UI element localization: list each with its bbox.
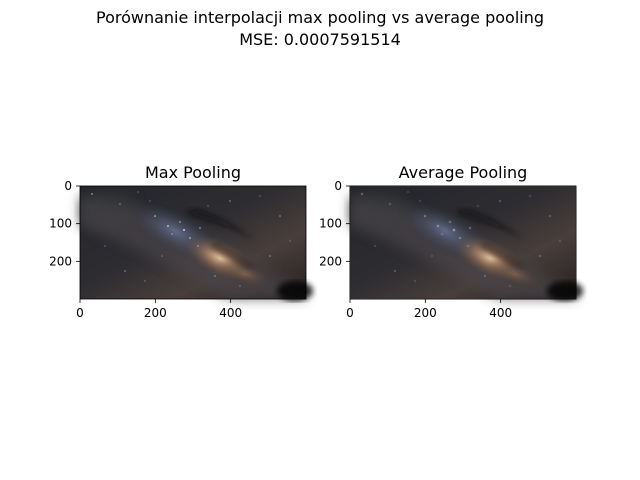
x-tick-label: 200: [414, 306, 437, 320]
axes-frame: [79, 185, 307, 300]
y-tick-label: 200: [49, 254, 72, 268]
y-tick-label: 0: [64, 179, 72, 193]
image-max-pooling: [80, 186, 313, 301]
figure-title: Porównanie interpolacji max pooling vs a…: [95, 8, 545, 27]
image-average-pooling: [350, 186, 583, 301]
y-tick-label: 200: [319, 254, 342, 268]
figure-subtitle-mse: MSE: 0.0007591514: [239, 30, 401, 49]
x-tick-label: 200: [144, 306, 167, 320]
x-tick-label: 0: [76, 306, 84, 320]
y-tick-label: 0: [334, 179, 342, 193]
subplot-average-pooling: Average Pooling 0 200 400 0 100 200: [319, 163, 583, 320]
x-tick-label: 400: [489, 306, 512, 320]
x-tick-label: 400: [219, 306, 242, 320]
axis-ticks: 0 200 400 0 100 200: [49, 179, 242, 320]
axes-frame: [349, 185, 577, 300]
y-tick-label: 100: [319, 217, 342, 231]
subplot-title: Max Pooling: [145, 163, 241, 182]
axis-ticks: 0 200 400 0 100 200: [319, 179, 512, 320]
y-tick-label: 100: [49, 217, 72, 231]
subplot-max-pooling: Max Pooling 0 200 400 0 100 200: [49, 163, 313, 320]
x-tick-label: 0: [346, 306, 354, 320]
subplot-title: Average Pooling: [399, 163, 528, 182]
